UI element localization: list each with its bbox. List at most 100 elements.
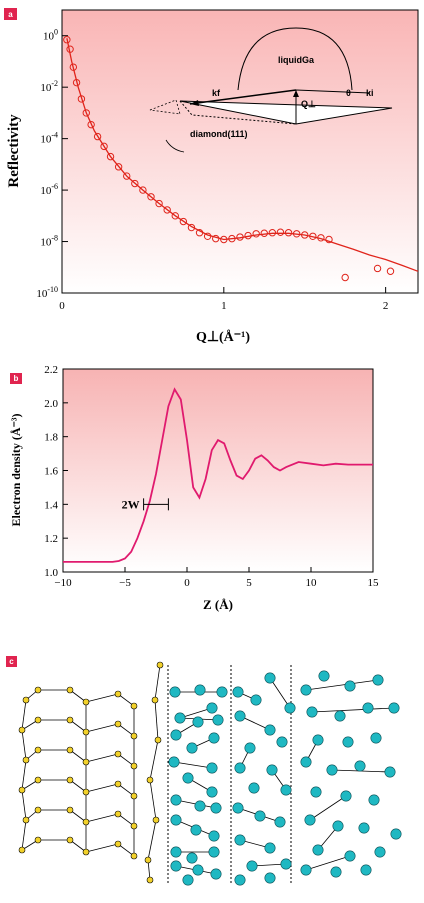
ga-bond <box>309 795 347 821</box>
kf-arrowhead <box>190 100 199 106</box>
ga-atom <box>182 772 194 784</box>
b-x-tick-label: −5 <box>119 577 131 589</box>
label-ki: ki <box>366 88 374 98</box>
ga-atom <box>210 868 222 880</box>
a-y-tick-label: 10-6 <box>40 182 58 197</box>
label-theta: θ <box>346 88 351 98</box>
a-data-point <box>82 109 90 117</box>
ga-atom <box>390 828 402 840</box>
a-data-point <box>220 235 228 244</box>
ga-atom <box>186 742 198 754</box>
a-data-point <box>325 235 333 244</box>
diamond-bond <box>21 819 27 851</box>
ga-atom <box>274 816 286 828</box>
ga-atom <box>170 814 182 826</box>
ga-atom <box>318 670 330 682</box>
diamond-atom <box>22 816 30 824</box>
ga-atom <box>190 824 202 836</box>
a-data-point <box>212 234 220 243</box>
ga-atom <box>280 784 292 796</box>
ga-atom <box>306 706 318 718</box>
label-liquid-ga: liquidGa <box>278 55 315 65</box>
diamond-atom <box>82 698 90 706</box>
a-data-point <box>228 234 236 243</box>
diamond-atom <box>66 686 74 694</box>
ga-atom <box>206 762 218 774</box>
ga-atom <box>234 710 246 722</box>
a-y-tick-label: 100 <box>43 28 58 43</box>
b-x-tick-label: 0 <box>184 577 190 589</box>
ga-atom <box>300 756 312 768</box>
panel-c-tag-label: c <box>9 657 14 666</box>
ga-atom <box>344 850 356 862</box>
a-x-tick-label: 1 <box>221 300 227 312</box>
ga-atom <box>208 830 220 842</box>
b-y-tick-label: 1.2 <box>44 533 58 545</box>
diamond-bond <box>85 693 119 703</box>
ga-atom <box>170 860 182 872</box>
ga-atom <box>372 674 384 686</box>
a-data-point <box>373 264 382 273</box>
q-arrowhead <box>293 90 299 97</box>
label-diamond: diamond(111) <box>190 129 248 139</box>
diamond-atom <box>152 816 160 824</box>
ga-atom <box>208 732 220 744</box>
diamond-atom <box>22 696 30 704</box>
diamond-bond <box>69 809 87 823</box>
diamond-atom <box>66 746 74 754</box>
diamond-atom <box>146 876 154 884</box>
a-y-tick-label: 10-10 <box>36 285 58 300</box>
diamond-bond <box>69 779 87 793</box>
ga-atom <box>250 694 262 706</box>
ga-atom <box>216 686 228 698</box>
diamond-bond <box>117 783 135 797</box>
ga-atom <box>232 802 244 814</box>
ga-atom <box>170 794 182 806</box>
diamond-atom <box>34 836 42 844</box>
panel-a-axes: 100 10-2 10-4 10-6 10-8 10-100 1 2 <box>36 28 388 312</box>
a-data-point <box>69 63 78 71</box>
ga-atom <box>334 710 346 722</box>
diamond-atom <box>18 786 26 794</box>
b-y-tick-label: 1.4 <box>44 499 58 511</box>
substrate-side-edge <box>179 100 297 125</box>
ga-atom <box>234 834 246 846</box>
panel-b-data: 2W <box>63 387 373 563</box>
panel-a-y-title: Reflectivity <box>6 114 22 188</box>
diamond-atom <box>114 720 122 728</box>
ga-atom <box>312 844 324 856</box>
panel-c-tag <box>6 656 17 667</box>
a-data-point <box>284 229 293 237</box>
ga-atom <box>280 858 292 870</box>
b-x-tick-label: −10 <box>54 577 72 589</box>
panel-c: c <box>6 656 402 886</box>
a-data-point <box>139 186 147 194</box>
b-x-tick-label: 15 <box>368 577 380 589</box>
a-data-point <box>114 163 123 171</box>
diamond-atom <box>130 702 138 710</box>
a-y-tick-label: 10-2 <box>40 79 58 94</box>
a-y-tick-label: 10-4 <box>40 131 58 146</box>
ga-atom <box>264 724 276 736</box>
ga-atom <box>212 714 224 726</box>
diamond-atom <box>34 716 42 724</box>
panel-a-x-title: Q⊥(Å⁻¹) <box>196 329 250 345</box>
panel-b-y-title: Electron density (Å⁻³) <box>9 413 23 526</box>
diamond-atom <box>130 792 138 800</box>
ga-atom <box>360 864 372 876</box>
a-data-point <box>203 232 212 240</box>
diamond-edge-bond <box>147 819 157 861</box>
substrate-curve <box>165 139 185 153</box>
diamond-atom <box>151 696 159 704</box>
diamond-atom <box>82 848 90 856</box>
b-2w-label: 2W <box>122 497 140 511</box>
a-data-point <box>131 179 139 188</box>
scattering-geometry-inset: liquidGa diamond(111) kf ki Q⊥ θ <box>149 27 393 153</box>
ki-vector <box>295 89 371 94</box>
panel-a-data <box>63 36 419 282</box>
ga-atom <box>208 846 220 858</box>
a-data-point <box>100 142 108 151</box>
panel-b-plot-area <box>62 368 374 573</box>
diamond-atom <box>82 758 90 766</box>
